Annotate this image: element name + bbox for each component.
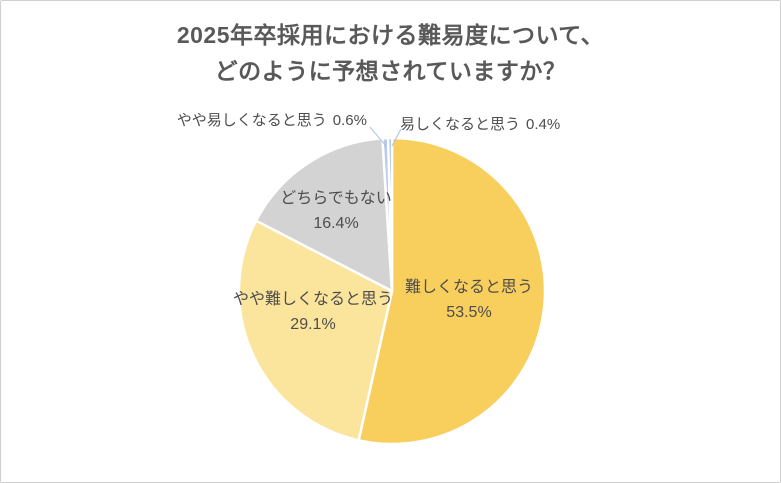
- pie-label-somewhat-easier: やや易しくなると思う 0.6%: [177, 109, 367, 130]
- pie-label-harder-text: 難しくなると思う: [404, 279, 534, 296]
- chart-title-line2: どのように予想されていますか？: [214, 58, 567, 84]
- pie-slice-0: [357, 136, 547, 446]
- leader-line-somewhat-easier: [369, 126, 387, 147]
- pie-label-somewhat-easier-text: やや易しくなると思う: [176, 112, 327, 129]
- pie-label-neither-pct: 16.4%: [313, 215, 359, 232]
- pie-label-harder-pct: 53.5%: [446, 304, 492, 321]
- pie-label-somewhat-harder-pct: 29.1%: [290, 316, 336, 333]
- pie-slice-1: [237, 219, 394, 442]
- pie-label-easier-pct: 0.4%: [526, 116, 561, 133]
- pie-label-easier-text: 易しくなると思う: [400, 116, 521, 133]
- pie-slice-2: [254, 137, 394, 293]
- pie-label-somewhat-easier-pct: 0.6%: [332, 112, 367, 129]
- page-title: 2025年卒採用における難易度について、 どのように予想されていますか？: [1, 17, 780, 89]
- leader-line-easier: [391, 128, 402, 147]
- pie-label-easier: 易しくなると思う 0.4%: [400, 113, 560, 134]
- pie-label-harder: 難しくなると思う 53.5%: [405, 275, 533, 325]
- pie-label-somewhat-harder-text: やや難しくなると思う: [232, 291, 394, 308]
- chart-title-line1: 2025年卒採用における難易度について、: [176, 22, 605, 48]
- pie-label-neither-text: どちらでもない: [280, 190, 392, 207]
- pie-label-neither: どちらでもない 16.4%: [280, 186, 392, 236]
- pie-slice-4: [386, 136, 394, 293]
- pie-label-somewhat-harder: やや難しくなると思う 29.1%: [233, 287, 393, 337]
